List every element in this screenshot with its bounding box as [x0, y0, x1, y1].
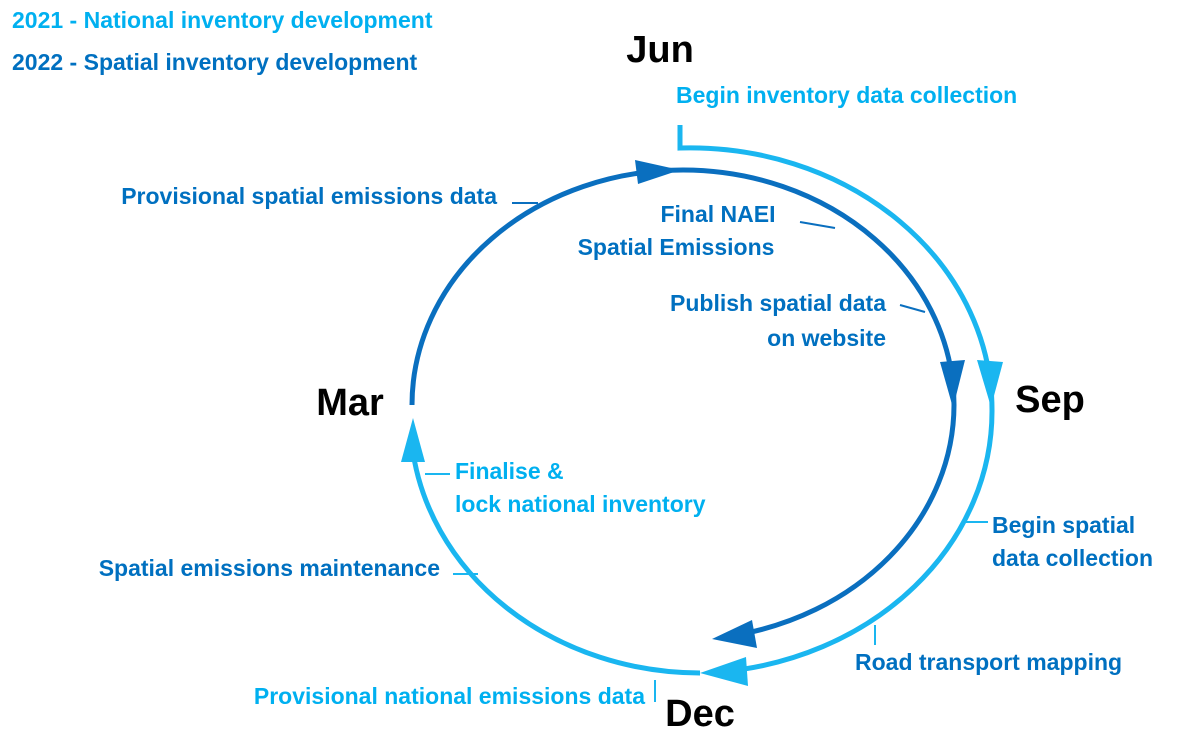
- label: lock national inventory: [455, 491, 706, 517]
- label: Spatial emissions maintenance: [99, 555, 440, 581]
- month: Mar: [316, 382, 384, 424]
- month: Dec: [665, 693, 735, 735]
- label: Finalise &: [455, 458, 564, 484]
- label: data collection: [992, 545, 1153, 571]
- label: Provisional spatial emissions data: [121, 183, 497, 209]
- label: Begin spatial: [992, 512, 1135, 538]
- leader-line: [899, 304, 926, 313]
- label: Final NAEI: [660, 201, 775, 227]
- arrowhead: [977, 360, 1003, 407]
- label: Publish spatial data: [670, 290, 886, 316]
- arrowhead: [712, 620, 757, 648]
- arrowhead: [940, 360, 965, 408]
- label: Spatial Emissions: [578, 234, 775, 260]
- label: Provisional national emissions data: [254, 683, 645, 709]
- leader-line: [799, 221, 836, 229]
- month: Jun: [626, 29, 694, 71]
- month: Sep: [1015, 379, 1085, 421]
- arrowhead: [635, 160, 680, 184]
- legend-2022: 2022 - Spatial inventory development: [12, 49, 418, 75]
- national-cycle-arc: [409, 444, 701, 676]
- arrowhead: [401, 418, 425, 462]
- arrowhead: [700, 657, 748, 686]
- label: Road transport mapping: [855, 649, 1122, 675]
- label: Begin inventory data collection: [676, 82, 1017, 108]
- spatial-cycle-arc: [409, 167, 957, 639]
- label: on website: [767, 325, 886, 351]
- legend-2021: 2021 - National inventory development: [12, 7, 433, 33]
